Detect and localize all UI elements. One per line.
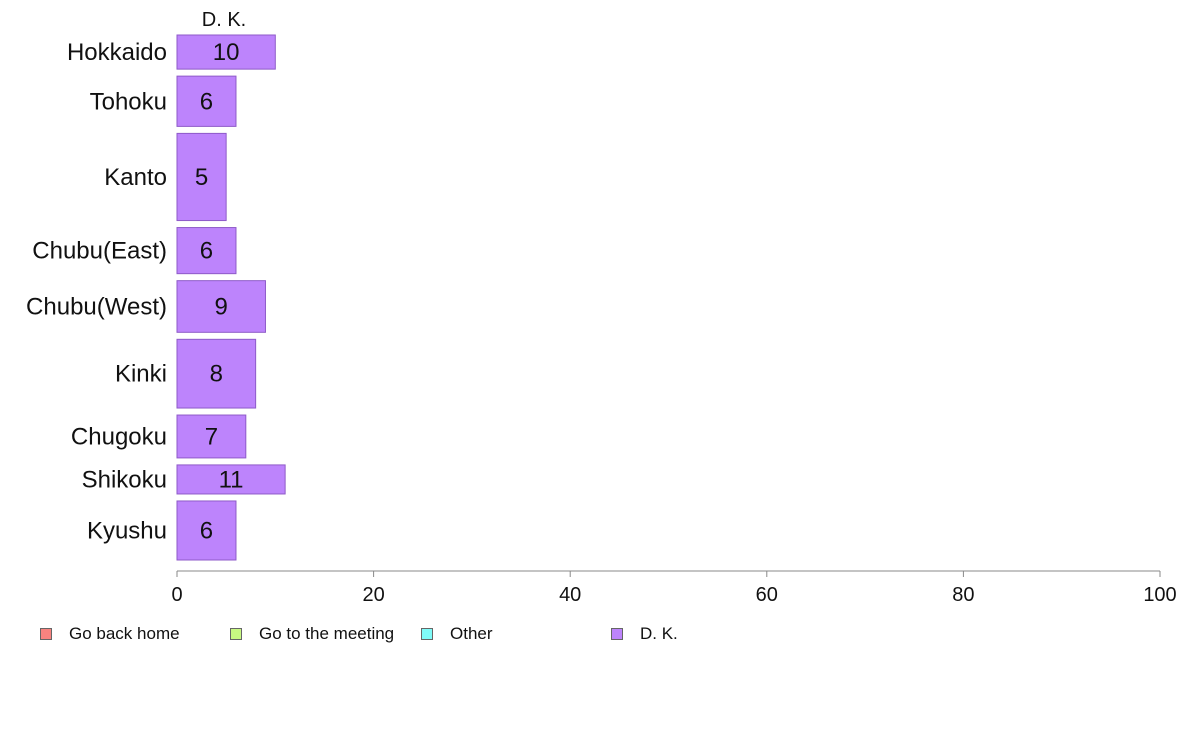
data-label-shikoku: 11 <box>219 466 244 493</box>
legend-item-go-back-home: Go back home <box>40 622 180 646</box>
category-label-chugoku: Chugoku <box>71 423 167 450</box>
chart: D. K. Hokkaido 10 Tohoku 6 Kanto 5 Chubu(East)… <box>26 9 1177 606</box>
legend: Go back home Go to the meeting Other D. … <box>0 622 1188 646</box>
data-label-hokkaido: 10 <box>213 39 240 66</box>
bar-d-k-tohoku <box>176 75 237 127</box>
x-tick-label-60: 60 <box>756 584 778 606</box>
legend-label-go-to-the-meeting: Go to the meeting <box>259 624 395 643</box>
category-label-chubu-west: Chubu(West) <box>26 293 167 320</box>
category-label-shikoku: Shikoku <box>82 466 167 493</box>
data-label-chugoku: 7 <box>205 423 218 450</box>
category-label-chubu-east: Chubu(East) <box>32 238 167 265</box>
data-label-chubu-west: 9 <box>215 293 228 320</box>
bar-d-k-kinki <box>176 338 257 409</box>
category-label-kyushu: Kyushu <box>87 517 167 544</box>
data-label-tohoku: 6 <box>200 88 213 115</box>
bar-d-k-chubu-west <box>176 280 266 333</box>
legend-item-go-to-the-meeting: Go to the meeting <box>230 622 394 646</box>
x-tick-label-100: 100 <box>1143 584 1176 606</box>
legend-label-go-back-home: Go back home <box>69 624 180 643</box>
bar-d-k-kanto <box>176 132 227 222</box>
category-label-tohoku: Tohoku <box>90 88 167 115</box>
bar-d-k-chubu-east <box>176 227 237 275</box>
legend-swatch-go-to-the-meeting <box>230 628 242 640</box>
legend-item-dk: D. K. <box>611 622 678 646</box>
bar-d-k-chugoku <box>176 414 247 459</box>
legend-swatch-other <box>421 628 433 640</box>
legend-swatch-dk <box>611 628 623 640</box>
category-label-hokkaido: Hokkaido <box>67 39 167 66</box>
x-tick-label-80: 80 <box>952 584 974 606</box>
data-label-chubu-east: 6 <box>200 238 213 265</box>
data-label-kinki: 8 <box>210 361 223 388</box>
x-axis: 0 20 40 60 80 100 <box>171 570 1177 606</box>
x-tick-label-40: 40 <box>559 584 581 606</box>
column-header: D. K. <box>202 9 246 31</box>
bar-d-k-shikoku <box>176 464 286 495</box>
legend-item-other: Other <box>421 622 493 646</box>
legend-label-other: Other <box>450 624 493 643</box>
data-label-kanto: 5 <box>195 164 208 191</box>
x-tick-label-20: 20 <box>362 584 384 606</box>
legend-label-dk: D. K. <box>640 624 678 643</box>
x-tick-label-0: 0 <box>171 584 182 606</box>
category-label-kinki: Kinki <box>115 361 167 388</box>
data-label-kyushu: 6 <box>200 517 213 544</box>
legend-swatch-go-back-home <box>40 628 52 640</box>
bars-group: Hokkaido 10 Tohoku 6 Kanto 5 Chubu(East) 6 Chubu… <box>26 34 286 561</box>
bar-d-k-hokkaido <box>176 34 276 70</box>
bar-d-k-kyushu <box>176 500 237 561</box>
category-label-kanto: Kanto <box>104 164 167 191</box>
